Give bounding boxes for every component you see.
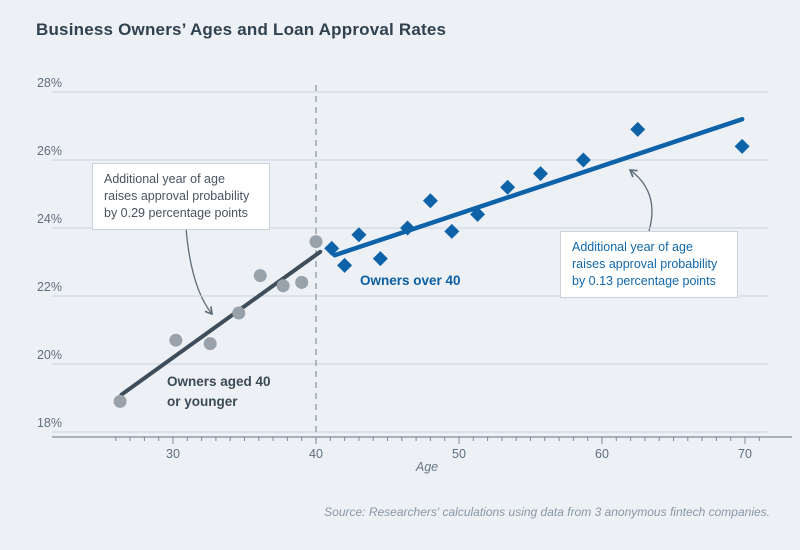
trend-line <box>332 116 745 258</box>
data-point <box>470 206 486 222</box>
data-point <box>630 121 646 137</box>
data-point <box>309 235 323 249</box>
data-point <box>337 257 353 273</box>
data-point <box>324 240 340 256</box>
data-point <box>444 223 460 239</box>
data-point <box>400 220 416 236</box>
annotation-arrow-under40 <box>185 227 214 316</box>
x-tick-label: 60 <box>595 447 609 461</box>
series-label-under-40: Owners aged 40 or younger <box>167 374 271 409</box>
y-tick-label: 24% <box>37 212 62 226</box>
annotation-slope-under40: Additional year of age raises approval p… <box>92 163 270 230</box>
x-axis-label: Age <box>415 460 438 474</box>
data-point <box>203 337 217 351</box>
annotation-arrow-over40 <box>628 169 653 232</box>
data-point <box>372 251 388 267</box>
data-point <box>232 306 246 320</box>
data-point <box>253 269 267 283</box>
data-point <box>295 275 309 289</box>
data-point <box>533 166 549 182</box>
data-point <box>113 394 127 408</box>
source-note: Source: Researchers' calculations using … <box>324 505 770 519</box>
data-point <box>351 227 367 243</box>
annotation-slope-over40: Additional year of age raises approval p… <box>560 231 738 298</box>
y-tick-label: 18% <box>37 416 62 430</box>
y-tick-label: 20% <box>37 348 62 362</box>
data-point <box>734 138 750 154</box>
data-point <box>500 179 516 195</box>
x-tick-label: 30 <box>166 447 180 461</box>
y-tick-label: 22% <box>37 280 62 294</box>
y-tick-label: 26% <box>37 144 62 158</box>
x-tick-label: 50 <box>452 447 466 461</box>
data-point <box>422 193 438 209</box>
chart-title: Business Owners’ Ages and Loan Approval … <box>36 20 447 39</box>
series-label-over-40: Owners over 40 <box>360 273 461 288</box>
data-point <box>276 279 290 293</box>
trend-line <box>119 249 323 397</box>
x-tick-label: 40 <box>309 447 323 461</box>
x-tick-label: 70 <box>738 447 752 461</box>
data-point <box>575 152 591 168</box>
y-tick-label: 28% <box>37 76 62 90</box>
data-point <box>169 333 183 347</box>
